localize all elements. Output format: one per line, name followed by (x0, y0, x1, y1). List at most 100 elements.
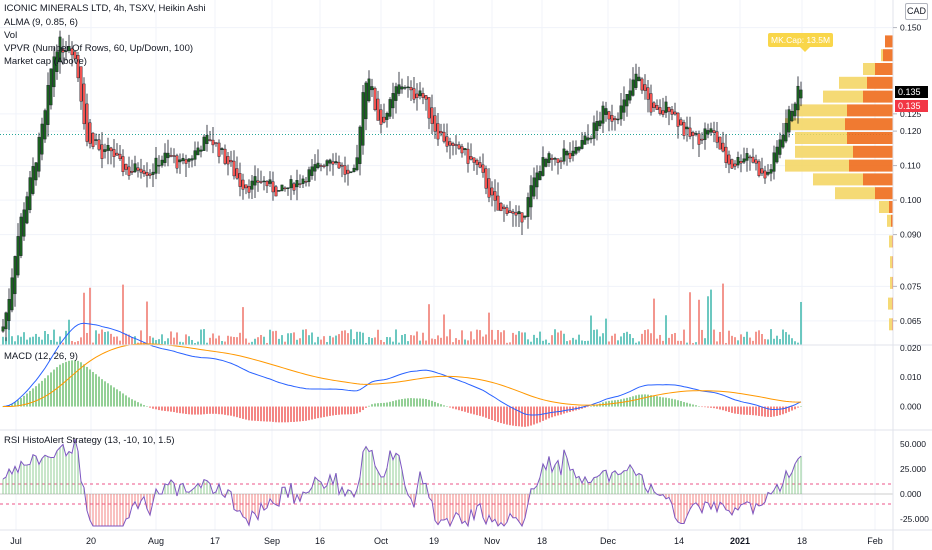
macd-histogram-bar (461, 406, 463, 412)
rsi-histogram-bar (101, 494, 103, 526)
rsi-histogram-bar (734, 494, 736, 508)
vpvr-up (813, 173, 863, 186)
candle-body (703, 128, 707, 140)
rsi-histogram-bar (698, 494, 700, 507)
y-tick-label: 0.150 (900, 23, 922, 33)
volume-bar (416, 331, 418, 345)
rsi-histogram-bar (620, 473, 622, 494)
macd-histogram-bar (23, 395, 25, 407)
rsi-histogram-bar (377, 471, 379, 494)
macd-title[interactable]: MACD (12, 26, 9) (4, 351, 78, 362)
macd-histogram-bar (584, 406, 586, 408)
volume-bar (647, 329, 649, 345)
macd-histogram-bar (326, 406, 328, 417)
candle-body (646, 87, 650, 100)
volume-bar (674, 332, 676, 345)
macd-histogram-bar (632, 396, 634, 407)
signal-line (2, 343, 802, 408)
alma-legend[interactable]: ALMA (9, 0.85, 6) (4, 17, 78, 28)
rsi-histogram-bar (707, 494, 709, 503)
rsi-histogram-bar (680, 494, 682, 524)
volume-bar (617, 340, 619, 345)
rsi-histogram-bar (206, 480, 208, 494)
candle-body (52, 56, 56, 88)
rsi-histogram-bar (155, 488, 157, 494)
candle-body (199, 149, 203, 152)
rsi-histogram-bar (554, 464, 556, 494)
vpvr-up (888, 297, 892, 310)
volume-bar (167, 338, 169, 345)
rsi-histogram-bar (653, 491, 655, 494)
macd-histogram-bar (95, 374, 97, 407)
volume-bar (599, 336, 601, 345)
rsi-histogram-bar (746, 494, 748, 502)
mcap-legend[interactable]: Market cap (Above) (4, 56, 87, 67)
candle-body (586, 137, 590, 141)
macd-histogram-bar (431, 400, 433, 407)
rsi-histogram-bar (629, 464, 631, 494)
candle-body (622, 99, 626, 113)
candle-body (775, 146, 779, 163)
macd-histogram-bar (653, 395, 655, 407)
volume-bar (50, 339, 52, 345)
candle-body (718, 136, 722, 150)
volume-bar (11, 336, 13, 345)
volume-bar (122, 284, 124, 345)
candle-body (439, 131, 443, 134)
rsi-histogram-bar (578, 476, 580, 494)
rsi-histogram-bar (272, 494, 274, 504)
volume-bar (2, 336, 4, 345)
currency-button[interactable]: CAD (905, 3, 928, 20)
candle-body (550, 157, 554, 160)
volume-bar (338, 334, 340, 345)
candle-body (691, 132, 695, 136)
candle-body (700, 138, 704, 141)
macd-histogram-bar (317, 406, 319, 419)
macd-histogram-bar (116, 389, 118, 407)
rsi-histogram-bar (719, 494, 721, 503)
symbol-title[interactable]: ICONIC MINERALS LTD, 4h, TSXV, Heikin As… (4, 3, 206, 14)
candle-body (430, 107, 434, 124)
volume-bar (92, 342, 94, 345)
volume-bar (635, 342, 637, 345)
macd-histogram-bar (80, 362, 82, 407)
rsi-histogram-bar (614, 470, 616, 494)
macd-histogram-bar (563, 406, 565, 414)
rsi-title[interactable]: RSI HistoAlert Strategy (13, -10, 10, 1.… (4, 435, 175, 446)
volume-bar (578, 334, 580, 345)
candle-body (655, 105, 659, 110)
volume-bar (80, 337, 82, 345)
candle-body (292, 183, 296, 191)
volume-bar (728, 330, 730, 345)
rsi-histogram-bar (590, 482, 592, 494)
candle-body (280, 184, 284, 192)
rsi-histogram-bar (434, 494, 436, 521)
x-tick-label: 2021 (730, 536, 750, 546)
rsi-histogram-bar (170, 479, 172, 494)
candle-body (43, 110, 47, 140)
macd-histogram-bar (491, 406, 493, 420)
volume-bar (764, 339, 766, 345)
volume-bar (422, 332, 424, 345)
vpvr-up (881, 49, 883, 62)
candle-body (517, 211, 521, 215)
volume-bar (554, 329, 556, 345)
candle-body (562, 148, 566, 162)
macd-histogram-bar (635, 395, 637, 407)
volume-bar (512, 332, 514, 345)
macd-histogram-bar (725, 406, 727, 412)
candle-body (721, 142, 725, 152)
macd-histogram-bar (83, 364, 85, 407)
volume-bar (65, 330, 67, 345)
vpvr-up (890, 256, 892, 269)
rsi-histogram-bar (755, 494, 757, 504)
rsi-histogram-bar (380, 476, 382, 494)
vol-legend[interactable]: Vol (4, 30, 18, 41)
vpvr-legend[interactable]: VPVR (Number Of Rows, 60, Up/Down, 100) (4, 43, 194, 54)
volume-bar (569, 340, 571, 345)
candle-body (544, 158, 548, 167)
x-tick-label: Dec (600, 536, 617, 546)
rsi-histogram-bar (791, 472, 793, 494)
candle-body (799, 89, 803, 99)
